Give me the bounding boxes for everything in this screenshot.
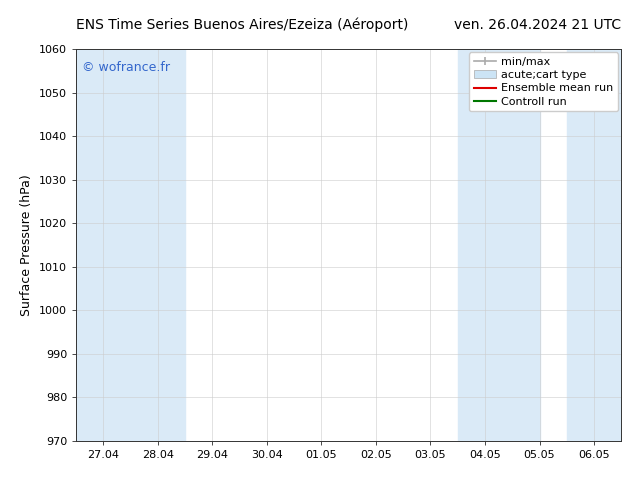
Bar [76, 49, 185, 441]
Legend: min/max, acute;cart type, Ensemble mean run, Controll run: min/max, acute;cart type, Ensemble mean … [469, 52, 618, 111]
Bar [567, 49, 621, 441]
Text: © wofrance.fr: © wofrance.fr [82, 61, 169, 74]
Y-axis label: Surface Pressure (hPa): Surface Pressure (hPa) [20, 174, 34, 316]
Text: ENS Time Series Buenos Aires/Ezeiza (Aéroport): ENS Time Series Buenos Aires/Ezeiza (Aér… [76, 17, 408, 32]
Text: ven. 26.04.2024 21 UTC: ven. 26.04.2024 21 UTC [454, 18, 621, 32]
Bar [458, 49, 540, 441]
